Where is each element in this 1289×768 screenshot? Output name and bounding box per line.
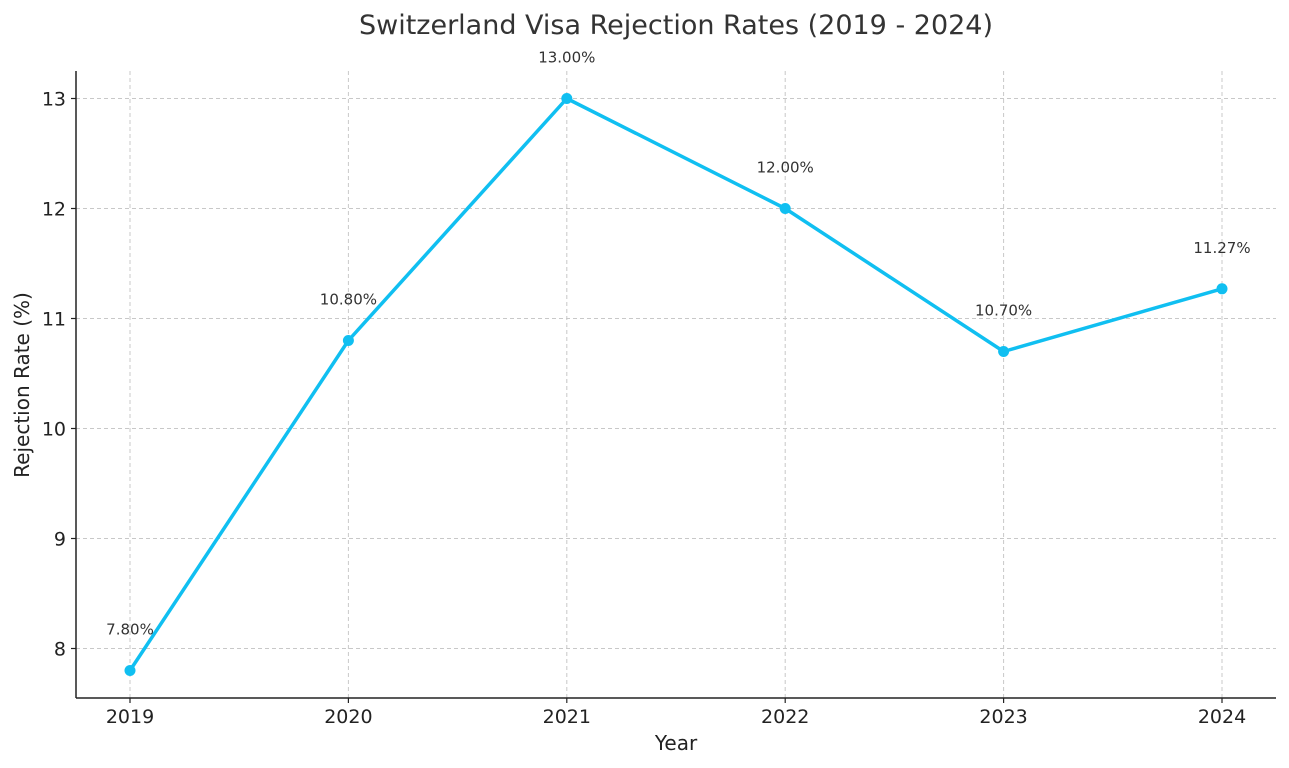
data-labels: 7.80% 10.80% 13.00% 12.00% 10.70% 11.27%	[106, 49, 1250, 639]
data-point	[124, 665, 136, 676]
series-line	[128, 96, 1224, 673]
x-tick-label: 2020	[324, 706, 372, 728]
y-tick-label: 9	[54, 529, 66, 551]
x-tick-label: 2023	[979, 706, 1027, 728]
y-tick-label: 8	[54, 639, 66, 661]
x-axis-label: Year	[654, 731, 698, 755]
data-label: 10.70%	[975, 302, 1032, 320]
grid	[76, 71, 1276, 698]
x-tick-label: 2022	[761, 706, 809, 728]
y-axis-label: Rejection Rate (%)	[10, 292, 34, 478]
ticks: 2019 2020 2021 2022 2023 2024 8 9 10 11 12 13	[42, 89, 1246, 729]
series	[124, 93, 1228, 676]
data-label: 7.80%	[106, 621, 154, 639]
data-point	[561, 93, 573, 104]
data-label: 10.80%	[320, 291, 377, 309]
axes	[75, 71, 1276, 699]
data-point	[1216, 283, 1228, 295]
chart-title: Switzerland Visa Rejection Rates (2019 -…	[359, 10, 993, 41]
y-tick-label: 11	[42, 309, 66, 331]
data-label: 11.27%	[1193, 239, 1250, 257]
data-label: 13.00%	[538, 49, 595, 67]
data-label: 12.00%	[757, 159, 814, 177]
data-point	[342, 335, 354, 346]
x-tick-label: 2024	[1198, 706, 1246, 728]
x-tick-label: 2021	[543, 706, 591, 728]
y-tick-label: 12	[42, 199, 66, 221]
y-tick-label: 13	[42, 89, 66, 111]
data-point	[779, 203, 791, 214]
x-tick-label: 2019	[106, 706, 154, 728]
y-tick-label: 10	[42, 419, 66, 441]
data-point	[998, 346, 1010, 357]
